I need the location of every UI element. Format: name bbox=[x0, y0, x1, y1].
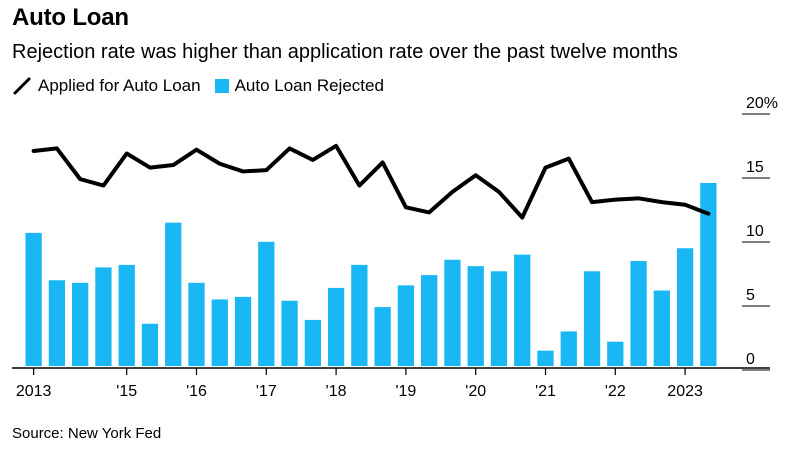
bar bbox=[25, 232, 42, 366]
bar bbox=[630, 261, 647, 366]
bar bbox=[351, 264, 368, 366]
bar bbox=[560, 331, 577, 366]
chart-title: Auto Loan bbox=[12, 4, 129, 31]
bar bbox=[374, 307, 391, 366]
legend-item-line: Applied for Auto Loan bbox=[12, 76, 201, 96]
bar bbox=[234, 296, 252, 366]
bar bbox=[304, 319, 321, 366]
bar bbox=[48, 280, 66, 366]
bar bbox=[676, 248, 694, 366]
source-note: Source: New York Fed bbox=[12, 425, 162, 442]
chart-subtitle: Rejection rate was higher than applicati… bbox=[12, 41, 678, 63]
bar bbox=[444, 259, 461, 366]
x-tick-label: '20 bbox=[465, 383, 486, 400]
bar-series-swatch bbox=[214, 79, 229, 93]
line-series bbox=[31, 143, 711, 220]
bar bbox=[607, 341, 624, 366]
bar bbox=[700, 182, 717, 366]
bar bbox=[421, 275, 438, 366]
bar bbox=[72, 282, 89, 366]
bar bbox=[141, 323, 159, 366]
bar bbox=[490, 271, 508, 366]
bar bbox=[281, 300, 298, 366]
bar bbox=[583, 271, 601, 366]
bar bbox=[211, 299, 228, 366]
bar bbox=[397, 285, 415, 366]
x-tick-label: '19 bbox=[395, 383, 416, 400]
x-tick-label: '15 bbox=[116, 383, 137, 400]
bar bbox=[165, 222, 182, 366]
line-series-icon bbox=[13, 77, 31, 95]
bar bbox=[95, 267, 112, 366]
x-tick-label: 2013 bbox=[16, 383, 52, 400]
x-tick-label: '16 bbox=[186, 383, 207, 400]
legend: Applied for Auto Loan Auto Loan Rejected bbox=[12, 74, 398, 98]
x-tick-label: 2023 bbox=[667, 383, 703, 400]
bar bbox=[188, 282, 205, 366]
y-tick-label: 15 bbox=[746, 159, 764, 176]
legend-bar-label: Auto Loan Rejected bbox=[234, 76, 384, 95]
x-tick-label: '21 bbox=[535, 383, 556, 400]
bar bbox=[258, 241, 275, 366]
legend-line-label: Applied for Auto Loan bbox=[38, 76, 201, 95]
bar bbox=[467, 266, 484, 366]
y-tick-label: 20% bbox=[746, 95, 778, 112]
bar bbox=[514, 254, 531, 366]
y-tick-label: 0 bbox=[746, 351, 755, 368]
bar bbox=[118, 264, 135, 366]
x-tick-label: '17 bbox=[256, 383, 277, 400]
bar bbox=[327, 287, 345, 366]
bar bbox=[653, 290, 670, 366]
x-tick-label: '18 bbox=[326, 383, 347, 400]
legend-item-bar: Auto Loan Rejected bbox=[214, 76, 384, 96]
x-tick-label: '22 bbox=[605, 383, 626, 400]
bar bbox=[537, 350, 554, 366]
y-tick-label: 5 bbox=[746, 287, 755, 304]
y-tick-label: 10 bbox=[746, 223, 764, 240]
